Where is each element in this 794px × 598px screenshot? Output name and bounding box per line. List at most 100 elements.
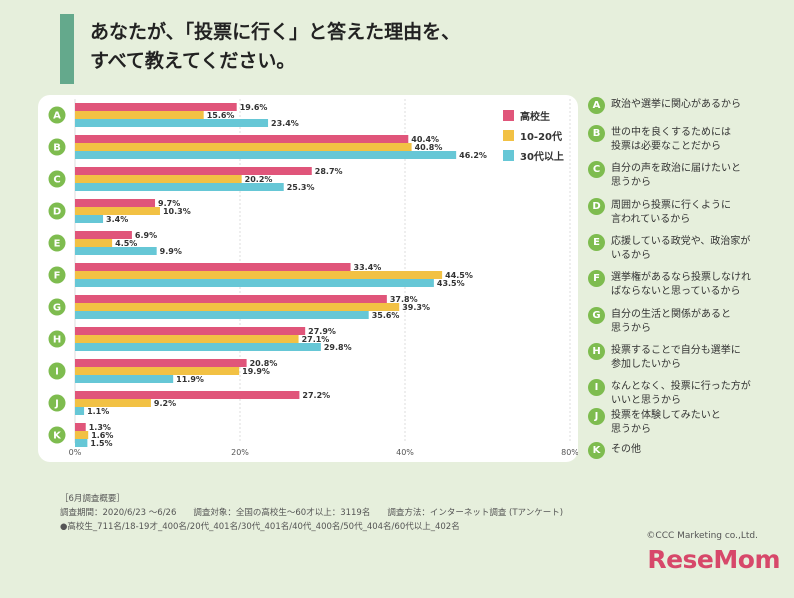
reason-h: H 投票することで自分も選挙に 参加したいから [588,343,793,372]
data-label: 40.8% [415,143,443,152]
bar-10-20-h [75,335,299,343]
notes-heading: ［6月調査概要］ [60,494,125,504]
bar-10-20-j [75,399,151,407]
bar-30plus-a [75,119,269,127]
bar-30plus-i [75,375,174,383]
legend-label-hs: 高校生 [520,111,550,123]
page-title: あなたが、「投票に行く」と答えた理由を、 すべて教えてください。 [90,18,460,76]
bar-hs-e [75,231,132,239]
data-label: 27.2% [302,391,330,400]
bar-chart: 0% 20% 40% 80% A 19.6% 15.6% 23.4% B 40.4%40.8% 46… [48,99,578,457]
reason-c: C 自分の声を政治に届けたいと 思うから [588,161,793,190]
reason-f: F 選挙権があるなら投票しなけれ ばならないと思っているから [588,270,793,299]
reason-text: その他 [611,444,641,455]
data-label: 6.9% [135,231,157,240]
bar-10-20-d [75,207,160,215]
legend-label-10-20: 10-20代 [520,131,562,143]
reason-badge: K [588,442,605,459]
reason-badge: D [588,198,605,215]
bar-10-20-b [75,143,412,151]
reason-g: G 自分の生活と関係があると 思うから [588,307,793,336]
reason-e: E 応援している政党や、政治家が いるから [588,234,793,263]
data-label: 23.4% [271,119,299,128]
data-label: 35.6% [372,311,400,320]
bar-30plus-c [75,183,284,191]
x-tick-label: 40% [396,448,414,457]
data-label: 20.2% [245,175,273,184]
bar-hs-i [75,359,247,367]
data-label: 40.4% [411,135,439,144]
x-tick-label: 20% [231,448,249,457]
notes-line-1: 調査期間：2020/6/23 〜6/26 調査対象：全国の高校生〜60才以上：3… [60,508,564,518]
reason-text: 応援している政党や、政治家が いるから [611,236,751,261]
category-badge [48,138,66,156]
reason-badge: F [588,270,605,287]
category-badge [48,106,66,124]
title-line-2: すべて教えてください。 [90,50,296,72]
data-label: 4.5% [115,239,137,248]
bar-10-20-c [75,175,242,183]
category-badge [48,330,66,348]
bar-hs-c [75,167,312,175]
category-label: B [53,143,61,154]
reason-text: 世の中を良くするためには 投票は必要なことだから [611,127,731,152]
reason-text: 政治や選挙に関心があるから [611,99,741,110]
bar-hs-f [75,263,351,271]
legend-swatch-10-20 [503,129,514,141]
data-label: 19.6% [240,103,268,112]
bar-10-20-f [75,271,443,279]
data-label: 1.6% [91,431,113,440]
category-label: J [54,399,59,410]
reason-text: 自分の声を政治に届けたいと 思うから [611,163,741,188]
bar-10-20-i [75,367,240,375]
bar-hs-g [75,295,387,303]
reason-badge: I [588,379,605,396]
bar-30plus-j [75,407,85,415]
category-badge [48,170,66,188]
category-label: H [53,335,61,346]
data-label: 29.8% [324,343,352,352]
copyright: ©CCC Marketing co.,Ltd. [646,531,758,541]
category-badge [48,266,66,284]
reason-badge: A [588,97,605,114]
resemom-logo: ReseMom [647,545,780,574]
category-label: G [53,303,61,314]
bar-10-20-g [75,303,400,311]
category-label: E [54,239,61,250]
reason-text: 投票を体験してみたいと 思うから [611,410,721,435]
reason-badge: H [588,343,605,360]
category-label: F [54,271,61,282]
reason-badge: B [588,125,605,142]
bar-30plus-k [75,439,88,447]
chart-legend: 高校生 10-20代 30代以上 [503,105,564,165]
reason-badge: C [588,161,605,178]
reason-a: A 政治や選挙に関心があるから [588,97,793,114]
bar-30plus-e [75,247,157,255]
notes-line-2: ●高校生_711名/18-19才_400名/20代_401名/30代_401名/… [60,522,460,532]
legend-item-hs: 高校生 [503,105,564,125]
bar-30plus-g [75,311,369,319]
category-badge [48,426,66,444]
data-label: 27.1% [302,335,330,344]
legend-label-30plus: 30代以上 [520,151,564,163]
bar-30plus-b [75,151,457,159]
category-label: C [53,175,60,186]
reason-badge: E [588,234,605,251]
data-label: 15.6% [207,111,235,120]
reason-d: D 周囲から投票に行くように 言われているから [588,198,793,227]
data-label: 43.5% [437,279,465,288]
category-label: A [53,111,61,122]
reason-badge: G [588,307,605,324]
bar-30plus-f [75,279,434,287]
bar-10-20-a [75,111,204,119]
chart-panel: 0% 20% 40% 80% A 19.6% 15.6% 23.4% B 40.4% 40.8% 46… [38,95,578,462]
bar-hs-k [75,423,86,431]
category-badge [48,298,66,316]
x-tick-label: 0% [69,448,82,457]
bar-30plus-d [75,215,104,223]
category-badge [48,202,66,220]
reason-j: J 投票を体験してみたいと 思うから [588,408,793,437]
bar-hs-b [75,135,409,143]
reason-k: K その他 [588,442,793,459]
data-label: 9.2% [154,399,176,408]
